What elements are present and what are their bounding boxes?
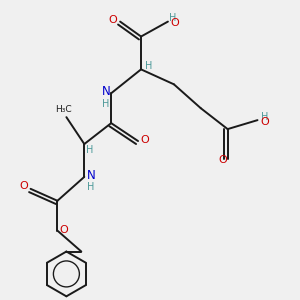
Text: H: H — [145, 61, 152, 71]
Text: H: H — [87, 182, 94, 192]
Text: H: H — [261, 112, 269, 122]
Text: O: O — [20, 181, 28, 191]
Text: H: H — [169, 13, 177, 23]
Text: N: N — [86, 169, 95, 182]
Text: O: O — [218, 155, 226, 166]
Text: H₃C: H₃C — [55, 105, 72, 114]
Text: H: H — [102, 99, 110, 109]
Text: O: O — [170, 18, 179, 28]
Text: H: H — [86, 145, 93, 155]
Text: O: O — [60, 225, 68, 235]
Text: N: N — [101, 85, 110, 98]
Text: O: O — [261, 117, 269, 127]
Text: O: O — [140, 134, 149, 145]
Text: O: O — [108, 15, 117, 25]
